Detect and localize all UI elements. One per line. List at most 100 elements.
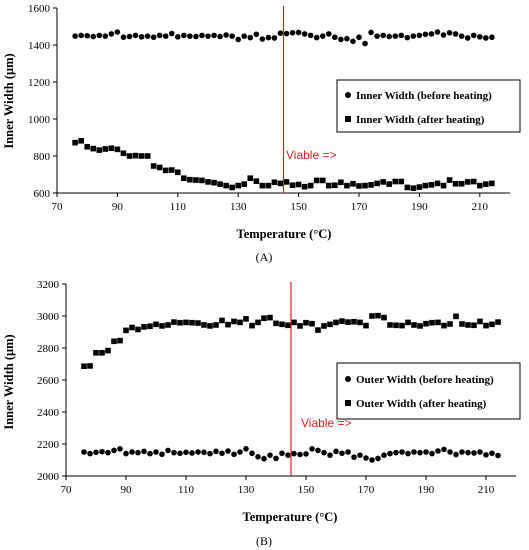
data-point-circle xyxy=(295,29,302,36)
data-point-square xyxy=(307,182,314,189)
x-tick-label: 110 xyxy=(170,201,187,213)
data-point-circle xyxy=(477,34,483,40)
y-tick-label: 2800 xyxy=(37,343,60,355)
data-point-circle xyxy=(453,451,459,458)
data-point-circle xyxy=(199,32,205,39)
data-point-circle xyxy=(381,452,387,459)
data-point-square xyxy=(183,319,189,326)
data-point-square xyxy=(423,320,429,327)
y-tick-label: 1000 xyxy=(28,114,51,126)
data-point-circle xyxy=(464,35,471,41)
data-point-circle xyxy=(247,34,254,41)
data-point-square xyxy=(291,319,297,326)
data-point-square xyxy=(344,182,350,189)
viable-annotation: Viable => xyxy=(286,148,337,162)
data-point-circle xyxy=(279,450,285,457)
data-points xyxy=(81,312,501,463)
data-point-square xyxy=(162,167,169,174)
data-point-square xyxy=(356,183,362,189)
data-point-circle xyxy=(135,449,141,456)
data-point-circle xyxy=(237,449,243,455)
data-point-circle xyxy=(277,30,284,36)
data-point-square xyxy=(301,183,308,190)
y-tick-label: 800 xyxy=(34,151,51,163)
x-tick-labels: 70 90 110 130 150 170 190 210 xyxy=(61,476,495,496)
data-point-square xyxy=(108,145,115,152)
data-point-square xyxy=(489,321,495,328)
data-point-circle xyxy=(111,447,117,454)
data-point-square xyxy=(351,318,357,325)
x-tick-label: 190 xyxy=(411,201,428,213)
data-point-square xyxy=(345,319,351,325)
data-point-square xyxy=(405,319,411,326)
data-point-square xyxy=(417,323,423,329)
data-point-circle xyxy=(211,32,217,39)
data-point-circle xyxy=(72,33,78,39)
data-point-circle xyxy=(78,32,84,39)
y-axis-title: Inner Width (μm) xyxy=(2,334,16,429)
data-point-circle xyxy=(108,31,115,37)
chart-panel-a: 70 90 110 130 150 170 190 210 600 800 1000 1200 140… xyxy=(2,3,521,264)
data-point-circle xyxy=(187,33,193,39)
data-point-square xyxy=(114,146,121,153)
data-point-circle xyxy=(399,449,405,455)
data-point-square xyxy=(380,179,386,185)
data-point-circle xyxy=(231,451,237,458)
data-point-circle xyxy=(495,452,501,459)
data-point-circle xyxy=(162,33,169,39)
data-point-square xyxy=(470,178,477,185)
data-point-square xyxy=(428,182,435,188)
x-axis-title: Temperature (°C) xyxy=(243,510,338,524)
data-point-circle xyxy=(144,33,151,39)
data-point-circle xyxy=(126,33,133,40)
data-point-square xyxy=(144,153,151,159)
legend-marker-square xyxy=(345,116,351,122)
data-point-square xyxy=(434,180,441,187)
data-point-circle xyxy=(332,34,338,41)
data-point-circle xyxy=(217,33,223,40)
data-point-square xyxy=(96,147,103,153)
data-point-circle xyxy=(386,33,393,40)
data-point-square xyxy=(87,363,93,369)
data-point-square xyxy=(399,322,405,329)
data-point-circle xyxy=(315,447,321,454)
data-point-square xyxy=(326,182,332,189)
data-point-square xyxy=(375,312,381,319)
data-point-circle xyxy=(489,34,495,41)
data-point-circle xyxy=(223,32,229,38)
data-point-square xyxy=(195,320,201,326)
data-point-circle xyxy=(338,36,344,43)
data-point-circle xyxy=(309,446,315,452)
data-point-square xyxy=(102,146,109,152)
data-point-circle xyxy=(345,449,351,455)
data-point-square xyxy=(271,179,278,186)
data-point-square xyxy=(477,318,483,325)
y-tick-labels: 600 800 1000 1200 1400 1600 xyxy=(28,3,57,200)
y-tick-label: 2000 xyxy=(37,471,60,483)
data-point-circle xyxy=(321,449,327,456)
data-point-circle xyxy=(114,29,121,35)
data-point-circle xyxy=(153,449,159,455)
data-point-square xyxy=(135,326,141,333)
data-point-square xyxy=(229,184,235,191)
data-point-square xyxy=(332,182,338,189)
data-point-circle xyxy=(369,457,375,463)
data-point-circle xyxy=(175,34,181,40)
data-point-square xyxy=(416,184,423,190)
legend-marker-circle xyxy=(345,376,351,382)
data-point-circle xyxy=(120,34,127,41)
data-point-circle xyxy=(90,33,97,40)
data-point-circle xyxy=(150,34,157,41)
data-point-circle xyxy=(301,31,308,37)
data-point-circle xyxy=(193,33,199,40)
y-tick-label: 2400 xyxy=(37,407,60,419)
data-point-circle xyxy=(168,30,175,37)
data-point-circle xyxy=(273,455,279,462)
data-point-circle xyxy=(429,450,435,457)
y-tick-labels: 2000 2200 2400 2600 2800 3000 3200 xyxy=(37,279,66,483)
data-point-circle xyxy=(405,450,411,457)
data-point-square xyxy=(255,319,261,326)
panel-label-b: (B) xyxy=(256,534,272,548)
data-point-square xyxy=(277,180,284,187)
data-point-circle xyxy=(440,32,447,38)
